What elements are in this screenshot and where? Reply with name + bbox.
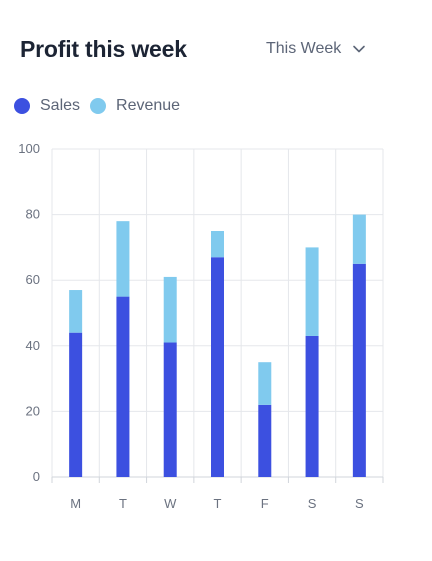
y-tick-label: 40 bbox=[26, 338, 40, 353]
period-dropdown-label: This Week bbox=[266, 40, 342, 57]
legend-label-revenue: Revenue bbox=[116, 97, 181, 114]
y-tick-label: 20 bbox=[26, 403, 40, 418]
bar-revenue[interactable] bbox=[305, 247, 319, 336]
period-dropdown[interactable]: This Week bbox=[266, 36, 367, 62]
bar-revenue[interactable] bbox=[116, 221, 130, 297]
bar-sales[interactable] bbox=[163, 342, 177, 477]
bar-sales[interactable] bbox=[211, 257, 224, 477]
bar-revenue[interactable] bbox=[69, 290, 83, 333]
legend-dot-sales bbox=[14, 98, 30, 114]
bar-sales[interactable] bbox=[352, 263, 366, 477]
legend-label-sales: Sales bbox=[40, 97, 81, 114]
y-tick-label: 0 bbox=[33, 469, 40, 484]
y-tick-label: 100 bbox=[18, 141, 40, 156]
x-tick-label: T bbox=[119, 496, 127, 511]
bar-sales[interactable] bbox=[258, 404, 272, 477]
bar-revenue[interactable] bbox=[352, 214, 366, 264]
x-tick-label: S bbox=[308, 496, 317, 511]
card-title: Profit this week bbox=[20, 36, 187, 62]
x-tick-label: M bbox=[70, 496, 81, 511]
x-tick-label: F bbox=[261, 496, 269, 511]
bar-revenue[interactable] bbox=[258, 362, 272, 405]
bar-sales[interactable] bbox=[69, 332, 83, 477]
legend-dot-revenue bbox=[90, 98, 107, 114]
bar-revenue[interactable] bbox=[211, 231, 224, 258]
chart-legend: Sales Revenue bbox=[14, 94, 190, 118]
legend-item-revenue[interactable]: Revenue bbox=[90, 94, 180, 118]
y-tick-label: 80 bbox=[26, 207, 40, 222]
bar-sales[interactable] bbox=[116, 296, 130, 477]
bar-revenue[interactable] bbox=[163, 276, 177, 343]
bar-sales[interactable] bbox=[305, 335, 319, 477]
legend-item-sales[interactable]: Sales bbox=[14, 94, 80, 118]
x-tick-label: T bbox=[214, 496, 222, 511]
chevron-down-icon bbox=[351, 41, 367, 57]
y-tick-label: 60 bbox=[26, 272, 40, 287]
x-tick-label: S bbox=[355, 496, 364, 511]
x-tick-label: W bbox=[164, 496, 177, 511]
